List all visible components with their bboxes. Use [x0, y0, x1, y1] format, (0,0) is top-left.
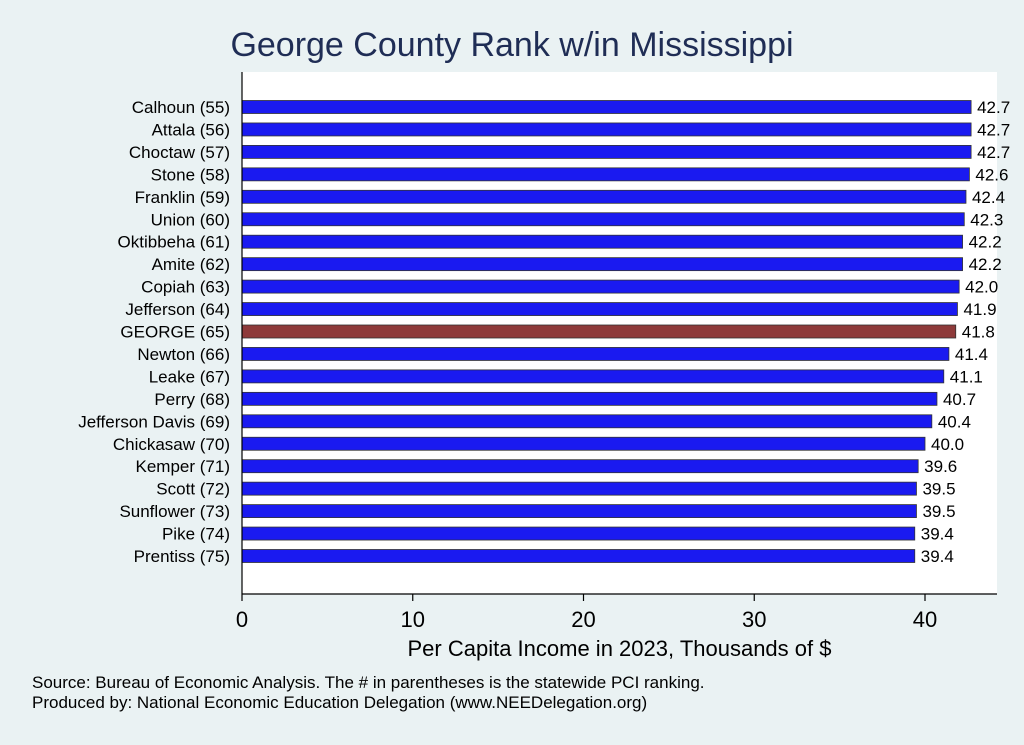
x-tick-label: 20: [571, 607, 595, 632]
bar: [241, 167, 970, 182]
bar: [241, 459, 919, 474]
category-label: Calhoun (55): [132, 98, 230, 117]
category-label: Kemper (71): [136, 457, 230, 476]
bar: [241, 257, 963, 272]
bar: [241, 414, 933, 429]
data-label: 41.1: [950, 367, 983, 386]
bar: [241, 391, 938, 406]
data-label: 42.0: [965, 278, 998, 297]
bar: [241, 234, 963, 249]
data-label: 39.5: [922, 480, 955, 499]
bar: [241, 347, 950, 361]
category-label: Newton (66): [137, 345, 230, 364]
category-label: Amite (62): [152, 255, 230, 274]
data-label: 42.3: [970, 210, 1003, 229]
bar: [241, 279, 960, 294]
x-axis-title: Per Capita Income in 2023, Thousands of …: [408, 636, 832, 661]
category-label: Pike (74): [162, 525, 230, 544]
data-label: 39.4: [921, 525, 954, 544]
category-label: Perry (68): [154, 390, 230, 409]
data-label: 42.2: [969, 233, 1002, 252]
category-label: Copiah (63): [141, 278, 230, 297]
bar: [241, 144, 972, 159]
category-label: Scott (72): [156, 480, 230, 499]
bar: [241, 526, 916, 541]
bar: [241, 100, 972, 114]
category-label: Oktibbeha (61): [118, 233, 230, 252]
x-tick-label: 10: [401, 607, 425, 632]
category-label: Sunflower (73): [119, 502, 230, 521]
category-label: GEORGE (65): [120, 323, 230, 342]
chart-title: George County Rank w/in Mississippi: [230, 26, 794, 64]
bar: [241, 212, 965, 227]
data-label: 41.9: [963, 300, 996, 319]
data-label: 42.6: [975, 165, 1008, 184]
data-label: 41.8: [962, 323, 995, 342]
data-label: 42.7: [977, 143, 1010, 162]
data-label: 40.0: [931, 435, 964, 454]
bar: [241, 302, 958, 316]
category-label: Choctaw (57): [129, 143, 230, 162]
category-label: Attala (56): [152, 120, 230, 139]
bar: [241, 549, 916, 563]
data-label: 40.7: [943, 390, 976, 409]
category-label: Jefferson Davis (69): [78, 412, 230, 431]
category-label: Prentiss (75): [134, 547, 230, 566]
x-tick-label: 40: [913, 607, 937, 632]
bar-highlight: [241, 324, 957, 339]
category-label: Jefferson (64): [125, 300, 230, 319]
category-label: Chickasaw (70): [113, 435, 230, 454]
x-tick-label: 0: [236, 607, 248, 632]
category-label: Stone (58): [151, 165, 230, 184]
data-label: 42.7: [977, 120, 1010, 139]
data-label: 39.4: [921, 547, 954, 566]
data-label: 42.2: [969, 255, 1002, 274]
category-label: Franklin (59): [135, 188, 230, 207]
x-tick-label: 30: [742, 607, 766, 632]
data-label: 42.4: [972, 188, 1005, 207]
data-label: 41.4: [955, 345, 988, 364]
data-label: 39.6: [924, 457, 957, 476]
data-label: 39.5: [922, 502, 955, 521]
data-label: 42.7: [977, 98, 1010, 117]
bar: [241, 436, 926, 451]
producer-note: Produced by: National Economic Education…: [32, 693, 648, 712]
bar: [241, 481, 917, 496]
data-label: 40.4: [938, 412, 971, 431]
category-label: Union (60): [151, 210, 230, 229]
bar: [241, 189, 967, 204]
source-note: Source: Bureau of Economic Analysis. The…: [32, 673, 705, 692]
bar: [241, 504, 917, 519]
category-label: Leake (67): [149, 367, 230, 386]
bar: [241, 122, 972, 137]
bar: [241, 369, 945, 384]
